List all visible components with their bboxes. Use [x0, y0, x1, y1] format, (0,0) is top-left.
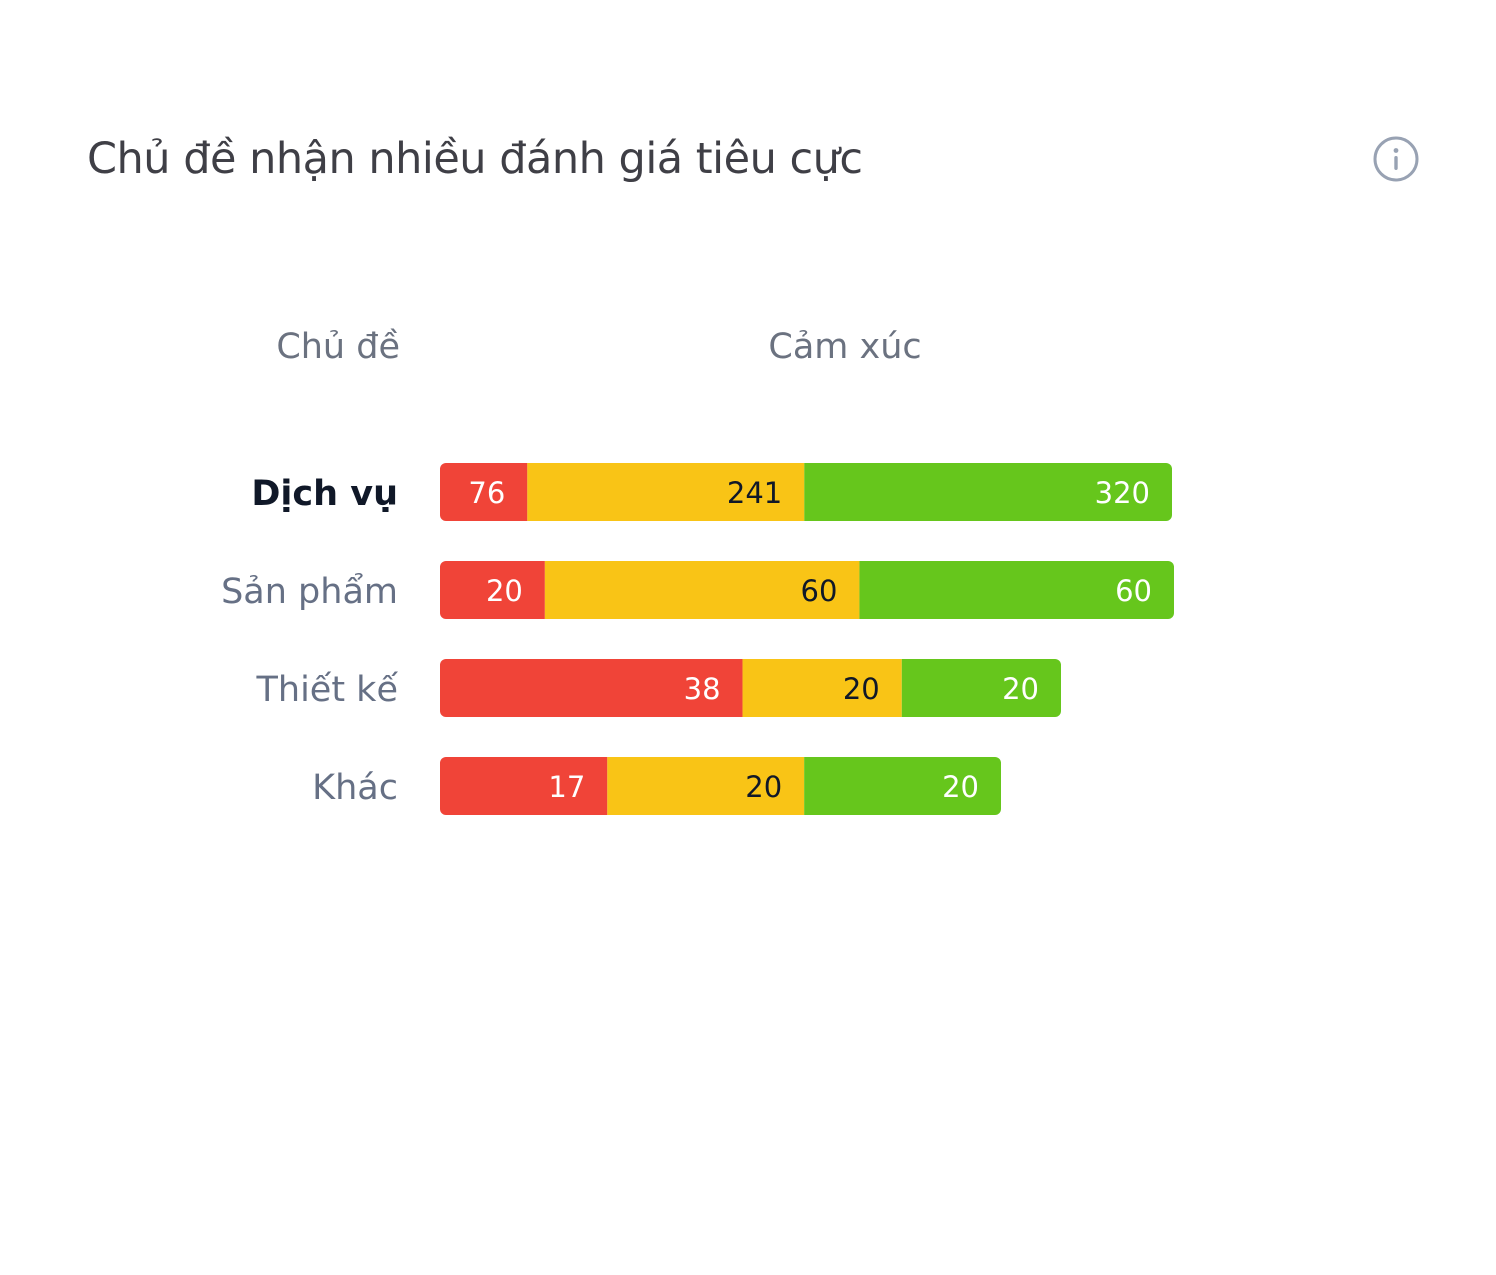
category-label-thiet-ke[interactable]: Thiết kế [256, 670, 399, 710]
value-label-thiet-ke-negative: 38 [684, 672, 721, 706]
category-label-khac[interactable]: Khác [312, 768, 398, 808]
value-labels-dich-vu: 76 241 320 [468, 476, 1150, 510]
value-labels-thiet-ke: 38 20 20 [684, 672, 1039, 706]
value-label-thiet-ke-positive: 20 [1002, 672, 1039, 706]
bar-segment-thiet-ke-positive[interactable] [901, 659, 1061, 717]
bar-segment-khac-neutral[interactable] [607, 757, 805, 815]
bar-segment-dich-vu-negative[interactable] [440, 463, 528, 521]
bar-segment-san-pham-positive[interactable] [859, 561, 1174, 619]
bar-segment-san-pham-negative[interactable] [440, 561, 545, 619]
bar-segment-dich-vu-positive[interactable] [804, 463, 1172, 521]
value-label-san-pham-negative: 20 [486, 574, 523, 608]
bar-segment-san-pham-neutral[interactable] [544, 561, 860, 619]
bar-segment-khac-negative[interactable] [440, 757, 608, 815]
bar-row-san-pham[interactable] [440, 561, 1174, 619]
topic-column-header: Chủ đề [276, 327, 400, 367]
value-labels-san-pham: 20 60 60 [486, 574, 1152, 608]
info-circle-icon[interactable] [1372, 135, 1420, 183]
card-title: Chủ đề nhận nhiều đánh giá tiêu cực [87, 134, 863, 184]
bar-segment-khac-positive[interactable] [804, 757, 1001, 815]
value-label-san-pham-neutral: 60 [801, 574, 838, 608]
bar-segment-dich-vu-neutral[interactable] [527, 463, 805, 521]
value-label-khac-positive: 20 [942, 770, 979, 804]
value-label-khac-negative: 17 [548, 770, 585, 804]
bar-segment-thiet-ke-negative[interactable] [440, 659, 743, 717]
value-label-dich-vu-negative: 76 [468, 476, 505, 510]
bar-row-khac[interactable] [440, 757, 1001, 815]
sentiment-column-header: Cảm xúc [768, 327, 922, 367]
category-label-san-pham[interactable]: Sản phẩm [221, 571, 398, 612]
bar-row-thiet-ke[interactable] [440, 659, 1061, 717]
value-label-thiet-ke-neutral: 20 [843, 672, 880, 706]
value-label-dich-vu-positive: 320 [1095, 476, 1150, 510]
value-label-khac-neutral: 20 [745, 770, 782, 804]
value-label-dich-vu-neutral: 241 [727, 476, 782, 510]
value-label-san-pham-positive: 60 [1115, 574, 1152, 608]
bar-row-dich-vu[interactable] [440, 463, 1172, 521]
category-label-dich-vu[interactable]: Dịch vụ [251, 474, 398, 514]
bar-segment-thiet-ke-neutral[interactable] [742, 659, 902, 717]
value-labels-khac: 17 20 20 [548, 770, 979, 804]
